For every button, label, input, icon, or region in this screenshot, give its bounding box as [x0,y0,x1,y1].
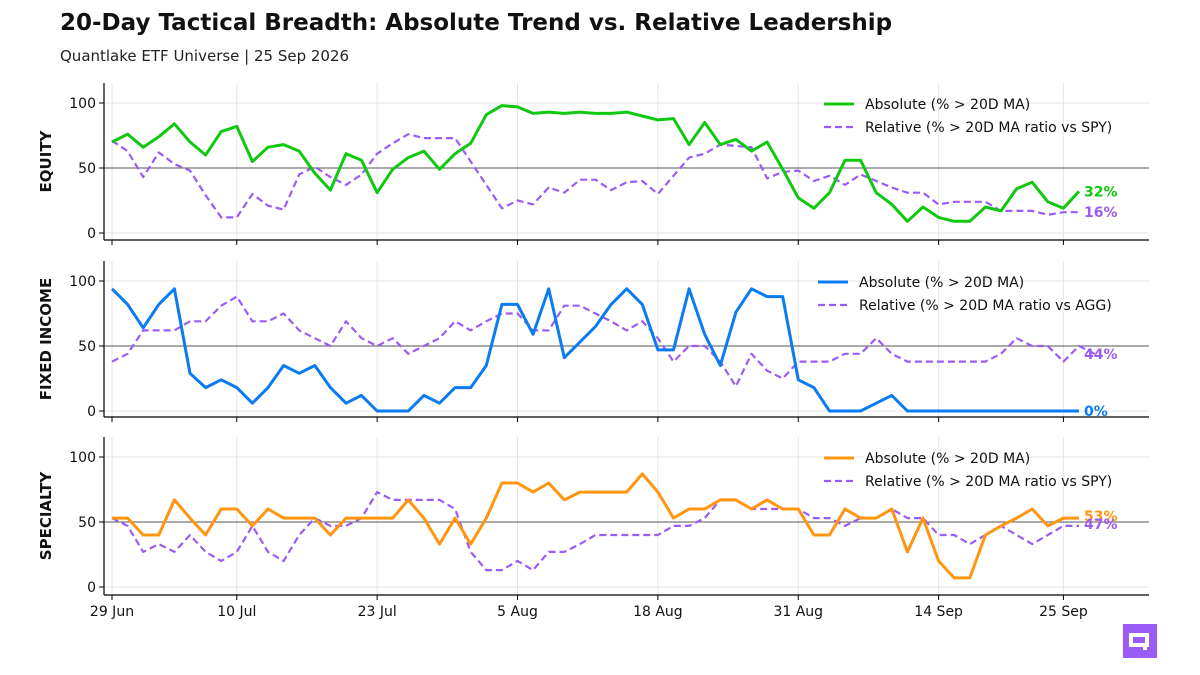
end-label-2-2: 44% [1084,347,1118,363]
y-tick-label-2-100: 100 [69,274,96,290]
legend-label-1-1: Absolute (% > 20D MA) [865,97,1030,113]
legend-label-3-2: Relative (% > 20D MA ratio vs SPY) [865,474,1112,490]
series-line-2-1 [110,287,1079,413]
x-tick-label-6: 31 Aug [773,604,823,620]
legend-label-3-1: Absolute (% > 20D MA) [865,451,1030,467]
x-tick-label-5: 18 Aug [633,604,683,620]
legend-label-2-1: Absolute (% > 20D MA) [859,275,1024,291]
legend-label-1-2: Relative (% > 20D MA ratio vs SPY) [865,120,1112,136]
legend-label-2-2: Relative (% > 20D MA ratio vs AGG) [859,298,1112,314]
brand-logo-icon [1123,624,1157,658]
y-axis-label-1: EQUITY [37,129,55,192]
end-label-1-1: 32% [1084,184,1118,200]
end-label-1-2: 16% [1084,205,1118,221]
y-tick-label-2-50: 50 [78,339,96,355]
y-tick-label-1-0: 0 [87,226,96,242]
y-axis-label-2: FIXED INCOME [37,278,55,400]
series-line-3-1 [112,472,1079,580]
chart-title: 20-Day Tactical Breadth: Absolute Trend … [60,10,893,36]
x-tick-label-2: 10 Jul [217,604,256,620]
x-tick-label-1: 29 Jun [90,604,134,620]
x-tick-label-8: 25 Sep [1039,604,1088,620]
y-axis-label-3: SPECIALTY [37,471,55,561]
y-tick-label-3-50: 50 [78,515,96,531]
end-label-3-1: 53% [1084,509,1118,525]
end-label-2-1: 0% [1084,404,1108,420]
end-label-3-2: 47% [1084,517,1118,533]
x-tick-label-7: 14 Sep [914,604,963,620]
y-tick-label-2-0: 0 [87,404,96,420]
chart-subtitle: Quantlake ETF Universe | 25 Sep 2026 [60,47,350,65]
y-tick-label-1-50: 50 [78,161,96,177]
series-line-1-1 [111,104,1081,223]
x-tick-label-4: 5 Aug [497,604,538,620]
x-tick-label-3: 23 Jul [358,604,397,620]
y-tick-label-3-0: 0 [87,580,96,596]
series-line-1-2 [111,133,1079,219]
y-tick-label-3-100: 100 [69,450,96,466]
series-line-3-2 [111,491,1079,572]
y-tick-label-1-100: 100 [69,96,96,112]
